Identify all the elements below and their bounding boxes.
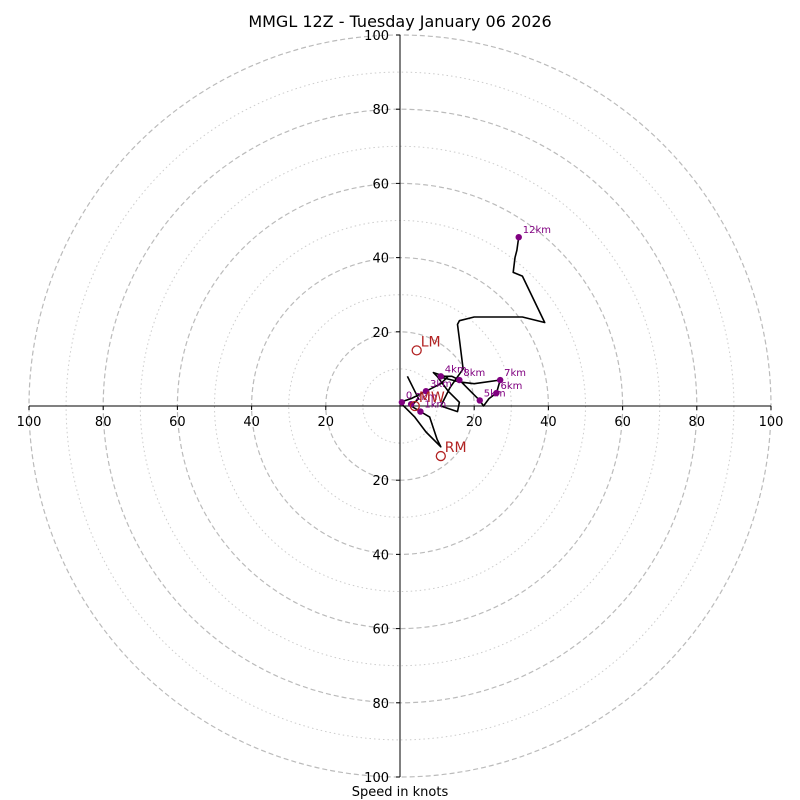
x-tick-label: 20: [466, 415, 483, 430]
y-tick-label: 20: [372, 326, 389, 341]
height-label-8km: 8km: [463, 368, 485, 379]
storm-motion-mw: [409, 400, 420, 412]
storm-motion-label-mw: MW: [419, 390, 445, 406]
height-label-2km: 2km: [415, 392, 437, 403]
height-label-12km: 12km: [523, 225, 551, 236]
height-point-5km: [476, 397, 483, 404]
y-tick-label: 20: [372, 474, 389, 489]
wind-profile: [399, 237, 546, 448]
y-tick-label: 100: [364, 29, 389, 44]
chart-title: MMGL 12Z - Tuesday January 06 2026: [248, 12, 551, 31]
x-tick-label: 20: [318, 415, 335, 430]
y-tick-label: 100: [364, 771, 389, 786]
x-tick-label: 60: [614, 415, 631, 430]
height-point-7km: [496, 376, 504, 384]
y-tick-label: 60: [372, 623, 389, 638]
y-tick-label: 60: [372, 177, 389, 192]
x-tick-label: 80: [95, 415, 112, 430]
x-tick-label: 40: [243, 415, 260, 430]
storm-motion-rm: [435, 450, 446, 462]
height-label-3km: 3km: [430, 379, 452, 390]
height-point-6km: [493, 389, 500, 397]
x-tick-label: 100: [17, 415, 42, 430]
y-tick-label: 80: [372, 697, 389, 712]
height-label-1km: 1km: [424, 400, 446, 411]
height-label-6km: 6km: [500, 381, 522, 392]
storm-motion-lm: [411, 345, 422, 356]
y-tick-label: 80: [372, 103, 389, 118]
height-point-4km: [437, 373, 445, 380]
tick-labels: 100 80 60 40 20 20 40 60 80 100 100 80 60 40 20 20 40 60 8…: [17, 29, 784, 786]
x-tick-label: 80: [689, 415, 706, 430]
height-label-4km: 4km: [445, 364, 467, 375]
x-tick-label: 40: [540, 415, 557, 430]
height-point-3km: [422, 387, 430, 395]
height-label-0: 0: [406, 390, 412, 401]
axes: [29, 35, 771, 777]
y-tick-label: 40: [372, 252, 389, 267]
storm-motion-markers: LM MW RM: [409, 334, 467, 462]
height-point-0: [398, 399, 406, 406]
height-label-7km: 7km: [504, 368, 526, 379]
y-tick-label: 40: [372, 548, 389, 563]
height-point-1km: [417, 408, 424, 415]
height-markers: 01km2km3km4km5km6km7km8km12km: [398, 225, 551, 415]
x-axis-label: Speed in knots: [352, 785, 449, 800]
height-point-12km: [515, 233, 522, 241]
storm-motion-label-lm: LM: [421, 334, 441, 350]
hodograph-trace: [399, 237, 546, 448]
x-tick-label: 100: [759, 415, 784, 430]
x-tick-label: 60: [169, 415, 186, 430]
storm-motion-label-rm: RM: [445, 440, 467, 456]
height-point-8km: [456, 376, 463, 384]
